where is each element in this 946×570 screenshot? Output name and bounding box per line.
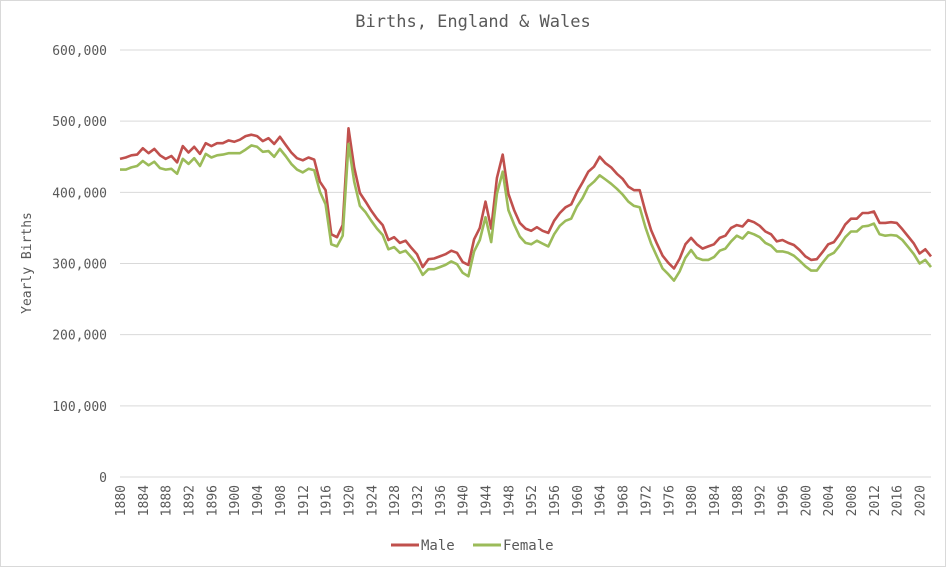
x-tick-label-1912: 1912 xyxy=(297,485,312,516)
x-tick-label-1892: 1892 xyxy=(183,485,198,516)
gridlines xyxy=(120,49,931,478)
x-tick-label-1992: 1992 xyxy=(754,485,769,516)
y-tick-label-600000: 600,000 xyxy=(52,44,107,59)
x-tick-label-1980: 1980 xyxy=(685,485,700,516)
x-axis-ticks: 1880 1884 1888 1892 1896 1900 1904 1908 1912 1916… xyxy=(114,485,929,516)
x-tick-label-1984: 1984 xyxy=(708,485,723,516)
x-tick-label-2020: 2020 xyxy=(914,485,929,516)
x-tick-label-1924: 1924 xyxy=(365,485,380,516)
y-tick-label-500000: 500,000 xyxy=(52,115,107,130)
x-tick-label-1956: 1956 xyxy=(548,485,563,516)
legend: Male Female xyxy=(391,538,554,554)
x-tick-label-2004: 2004 xyxy=(822,485,837,516)
x-tick-label-2008: 2008 xyxy=(845,485,860,516)
x-tick-label-1908: 1908 xyxy=(274,485,289,516)
series-lines xyxy=(119,127,933,282)
x-tick-label-1936: 1936 xyxy=(434,485,449,516)
x-tick-label-1952: 1952 xyxy=(525,485,540,516)
y-tick-label-200000: 200,000 xyxy=(52,329,107,344)
x-tick-label-1880: 1880 xyxy=(114,485,129,516)
x-tick-label-1948: 1948 xyxy=(502,485,517,516)
y-axis-ticks: 0 100,000 200,000 300,000 400,000 500,000 600,… xyxy=(52,44,107,486)
x-tick-label-2016: 2016 xyxy=(891,485,906,516)
x-tick-label-1964: 1964 xyxy=(594,485,609,516)
x-tick-label-1916: 1916 xyxy=(320,485,335,516)
x-tick-label-1884: 1884 xyxy=(137,485,152,516)
y-tick-label-100000: 100,000 xyxy=(52,400,107,415)
x-tick-label-1888: 1888 xyxy=(160,485,175,516)
x-tick-label-1896: 1896 xyxy=(205,485,220,516)
x-tick-label-1944: 1944 xyxy=(480,485,495,516)
y-axis-label: Yearly Births xyxy=(20,212,35,314)
x-tick-label-1928: 1928 xyxy=(388,485,403,516)
x-tick-label-1960: 1960 xyxy=(571,485,586,516)
series-line-male xyxy=(119,127,933,270)
x-tick-label-1932: 1932 xyxy=(411,485,426,516)
x-tick-label-1988: 1988 xyxy=(731,485,746,516)
y-tick-label-0: 0 xyxy=(99,471,107,486)
chart-title: Births, England & Wales xyxy=(355,12,590,32)
legend-female-label: Female xyxy=(503,538,554,554)
x-tick-label-1904: 1904 xyxy=(251,485,266,516)
y-tick-label-400000: 400,000 xyxy=(52,186,107,201)
x-tick-label-1972: 1972 xyxy=(639,485,654,516)
x-tick-label-1968: 1968 xyxy=(617,485,632,516)
x-tick-label-1976: 1976 xyxy=(662,485,677,516)
legend-male-label: Male xyxy=(421,538,455,554)
x-tick-label-2012: 2012 xyxy=(868,485,883,516)
series-line-female xyxy=(120,142,933,282)
x-tick-label-1996: 1996 xyxy=(777,485,792,516)
y-tick-label-300000: 300,000 xyxy=(52,258,107,273)
x-tick-label-1920: 1920 xyxy=(342,485,357,516)
x-tick-label-1940: 1940 xyxy=(457,485,472,516)
x-tick-label-1900: 1900 xyxy=(228,485,243,516)
x-tick-label-2000: 2000 xyxy=(799,485,814,516)
